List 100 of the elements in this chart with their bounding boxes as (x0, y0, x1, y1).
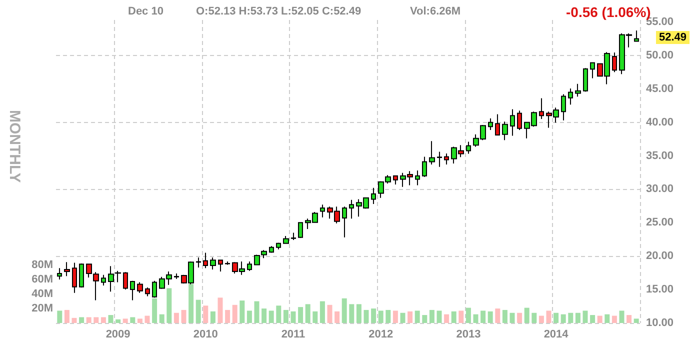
bar (210, 311, 216, 323)
bar (152, 298, 158, 323)
candlestick (612, 52, 617, 73)
bar (495, 308, 500, 323)
candlestick (123, 272, 128, 290)
candlestick (371, 187, 376, 204)
bar (538, 316, 544, 323)
bar (166, 288, 172, 323)
candlestick (575, 83, 581, 98)
bar (451, 311, 456, 323)
bar (619, 310, 624, 323)
y-tick-label: 15.00 (646, 284, 674, 296)
y-tick-label: 40.00 (646, 116, 674, 128)
bar (488, 311, 493, 323)
bar (356, 304, 362, 323)
candlestick (510, 108, 515, 136)
bar (466, 308, 471, 323)
candlestick (203, 252, 208, 269)
bar (86, 317, 92, 323)
candlestick (137, 282, 143, 294)
candlestick (247, 260, 252, 272)
bar (305, 304, 310, 323)
bar (108, 315, 114, 323)
candlestick (174, 273, 179, 280)
candlestick (72, 262, 77, 294)
bar (590, 315, 596, 323)
bar (422, 315, 428, 323)
bar (517, 312, 522, 323)
candlestick (101, 274, 106, 286)
bar (159, 314, 164, 323)
bar (334, 311, 340, 323)
bar (408, 311, 413, 323)
bar (137, 318, 142, 323)
bar (473, 314, 478, 323)
candlestick (276, 242, 281, 250)
y2-tick-label: 20M (32, 302, 53, 314)
x-tick-label: 2010 (193, 328, 218, 340)
candlestick (79, 262, 84, 288)
bar (100, 317, 106, 323)
x-tick-label: 2013 (456, 328, 481, 340)
y-tick-label: 20.00 (646, 250, 674, 262)
candlestick (115, 270, 121, 283)
x-tick-label: 2014 (544, 328, 570, 340)
bar (290, 311, 296, 323)
bar (203, 306, 208, 323)
y-tick-label: 45.00 (646, 82, 674, 95)
candlestick (415, 170, 420, 186)
bar (349, 304, 354, 323)
y-tick-label: 50.00 (646, 49, 674, 62)
bar (122, 318, 128, 323)
candlestick (568, 88, 573, 106)
bar (400, 312, 406, 323)
bar (268, 310, 274, 323)
bar (458, 310, 464, 323)
bar (378, 310, 384, 323)
candlestick (298, 222, 303, 239)
candlestick (210, 256, 216, 270)
bar (560, 314, 566, 323)
bar (116, 319, 121, 323)
bar (386, 310, 391, 323)
bar (510, 312, 515, 323)
bar (218, 298, 223, 323)
candlestick (269, 246, 274, 254)
candlestick (349, 199, 354, 220)
candlestick (561, 94, 566, 121)
bar (283, 310, 288, 323)
bar (371, 308, 376, 323)
bar (480, 310, 486, 323)
candlestick (145, 287, 150, 297)
candlestick (422, 156, 427, 178)
candlestick (130, 280, 135, 301)
bar (568, 312, 574, 323)
candlestick (590, 62, 595, 79)
bar (174, 312, 179, 323)
text: 52.49 (659, 32, 687, 44)
candlestick (218, 260, 223, 272)
x-tick-label: 2011 (281, 328, 306, 340)
y-tick-label: 25.00 (646, 216, 674, 229)
bar (612, 316, 617, 323)
bar (597, 316, 602, 323)
bar (364, 310, 369, 323)
bar (392, 310, 398, 323)
bar (181, 310, 186, 323)
bar (254, 301, 260, 323)
bar (575, 312, 580, 323)
bar (546, 310, 552, 323)
bar (582, 310, 588, 323)
bar (262, 308, 267, 323)
bar (524, 308, 530, 323)
bar (72, 318, 77, 323)
bar (144, 316, 150, 323)
bar (414, 310, 420, 323)
bar (225, 310, 230, 323)
candlestick (342, 206, 347, 238)
candlestick (283, 236, 289, 244)
y2-tick-label: 40M (32, 288, 53, 300)
text: O:52.13 H:53.73 L:52.05 C:52.49 (196, 6, 362, 18)
y-tick-label: 35.00 (646, 150, 674, 162)
candlestick (429, 140, 435, 165)
bar (188, 284, 194, 323)
